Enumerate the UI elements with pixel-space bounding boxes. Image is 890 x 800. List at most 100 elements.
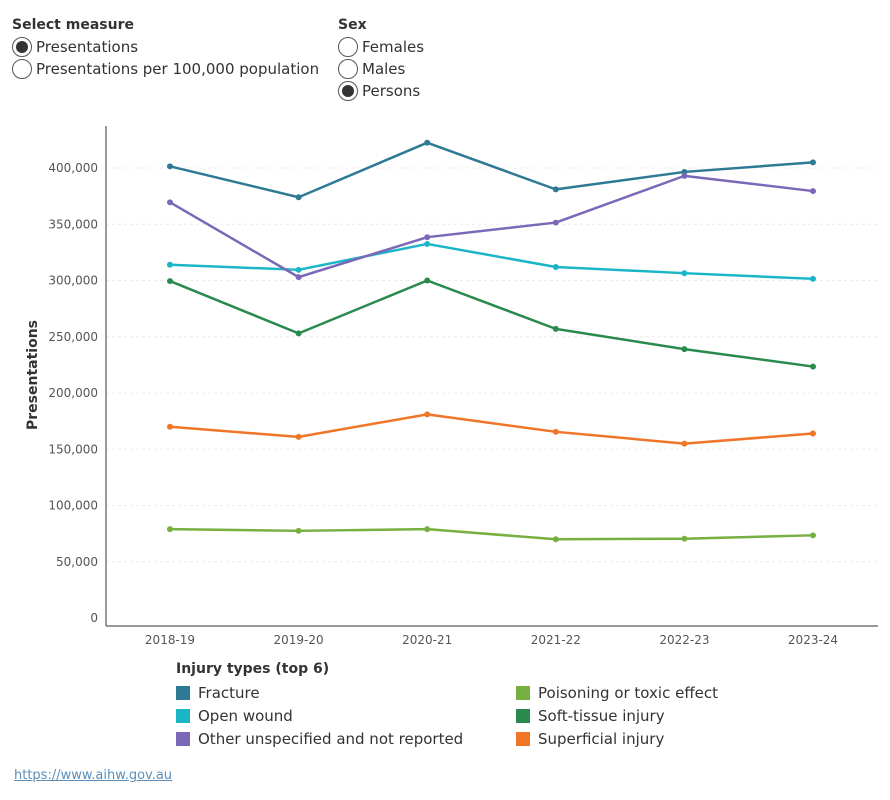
sex-option-label: Persons bbox=[362, 82, 421, 100]
data-point bbox=[810, 159, 816, 166]
series-line bbox=[169, 242, 814, 281]
data-point bbox=[295, 266, 302, 273]
data-point bbox=[295, 330, 302, 337]
legend-swatch bbox=[176, 685, 190, 700]
legend-label: Soft-tissue injury bbox=[538, 706, 665, 725]
legend-item-poisoning[interactable]: Poisoning or toxic effect bbox=[516, 681, 776, 704]
x-tick-label: 2021-22 bbox=[531, 633, 581, 647]
sex-selector-title: Sex bbox=[338, 17, 367, 33]
y-tick-label: 100,000 bbox=[48, 499, 98, 513]
data-point bbox=[295, 274, 302, 281]
radio-selected-icon[interactable] bbox=[12, 37, 32, 57]
series-line bbox=[169, 413, 814, 445]
measure-option-label: Presentations per 100,000 population bbox=[36, 60, 320, 78]
legend-grid: Fracture Poisoning or toxic effect Open … bbox=[176, 681, 776, 750]
data-point bbox=[167, 278, 173, 285]
data-point bbox=[810, 430, 816, 437]
data-point bbox=[167, 199, 173, 206]
measure-option-presentations[interactable]: Presentations bbox=[12, 36, 319, 58]
data-point bbox=[681, 440, 688, 447]
y-tick-label: 50,000 bbox=[56, 555, 98, 569]
y-tick-label: 0 bbox=[90, 611, 98, 625]
measure-option-rate[interactable]: Presentations per 100,000 population bbox=[12, 58, 319, 80]
x-tick-label: 2023-24 bbox=[788, 633, 838, 647]
legend-title: Injury types (top 6) bbox=[176, 661, 330, 677]
data-point bbox=[295, 527, 302, 534]
data-point bbox=[552, 264, 559, 270]
chart-legend: Injury types (top 6) Fracture Poisoning … bbox=[176, 657, 776, 750]
legend-swatch bbox=[516, 685, 530, 700]
sex-option-persons[interactable]: Persons bbox=[338, 80, 424, 102]
data-point bbox=[424, 277, 431, 284]
sex-option-males[interactable]: Males bbox=[338, 58, 424, 80]
radio-selected-icon[interactable] bbox=[338, 81, 358, 101]
series-line bbox=[169, 279, 814, 368]
sex-selector: Sex Females Males Persons bbox=[338, 14, 424, 102]
sex-option-females[interactable]: Females bbox=[338, 36, 424, 58]
series-line bbox=[169, 527, 814, 541]
legend-label: Open wound bbox=[198, 706, 293, 725]
legend-label: Fracture bbox=[198, 683, 260, 702]
y-tick-label: 250,000 bbox=[48, 330, 98, 344]
y-tick-label: 300,000 bbox=[48, 274, 98, 288]
data-point bbox=[552, 219, 559, 226]
measure-option-label: Presentations bbox=[36, 38, 139, 56]
data-point bbox=[295, 194, 302, 201]
data-point bbox=[167, 423, 173, 430]
legend-item-open-wound[interactable]: Open wound bbox=[176, 704, 516, 727]
legend-item-other-unspecified[interactable]: Other unspecified and not reported bbox=[176, 727, 516, 750]
data-point bbox=[167, 261, 173, 268]
data-point bbox=[681, 535, 688, 542]
legend-swatch bbox=[176, 731, 190, 746]
x-tick-label: 2019-20 bbox=[274, 633, 324, 647]
series-line bbox=[169, 141, 814, 199]
legend-item-fracture[interactable]: Fracture bbox=[176, 681, 516, 704]
data-point bbox=[810, 275, 816, 282]
y-tick-label: 150,000 bbox=[48, 442, 98, 456]
data-point bbox=[424, 234, 431, 241]
data-point bbox=[424, 526, 431, 533]
sex-option-label: Males bbox=[362, 60, 406, 78]
y-tick-label: 350,000 bbox=[48, 217, 98, 231]
measure-selector-title: Select measure bbox=[12, 17, 134, 33]
data-point bbox=[681, 270, 688, 277]
data-point bbox=[552, 325, 559, 332]
radio-unselected-icon[interactable] bbox=[338, 37, 358, 57]
data-point bbox=[167, 526, 173, 533]
radio-unselected-icon[interactable] bbox=[338, 59, 358, 79]
data-point bbox=[167, 163, 173, 170]
legend-label: Other unspecified and not reported bbox=[198, 729, 464, 748]
data-point bbox=[810, 188, 816, 195]
legend-swatch bbox=[516, 731, 530, 746]
legend-swatch bbox=[516, 708, 530, 723]
legend-label: Superficial injury bbox=[538, 729, 665, 748]
data-point bbox=[810, 532, 816, 539]
y-tick-label: 200,000 bbox=[48, 386, 98, 400]
data-point bbox=[424, 139, 431, 146]
data-point bbox=[424, 240, 431, 247]
data-point bbox=[681, 172, 688, 179]
legend-item-superficial[interactable]: Superficial injury bbox=[516, 727, 776, 750]
legend-swatch bbox=[176, 708, 190, 723]
x-tick-label: 2020-21 bbox=[402, 633, 452, 647]
data-point bbox=[552, 428, 559, 435]
x-tick-label: 2018-19 bbox=[145, 633, 195, 647]
data-point bbox=[810, 363, 816, 370]
measure-selector: Select measure Presentations Presentatio… bbox=[12, 14, 319, 80]
source-link[interactable]: https://www.aihw.gov.au bbox=[14, 768, 173, 783]
data-point bbox=[424, 411, 431, 418]
data-point bbox=[552, 536, 559, 543]
sex-option-label: Females bbox=[362, 38, 425, 56]
legend-item-soft-tissue[interactable]: Soft-tissue injury bbox=[516, 704, 776, 727]
data-point bbox=[681, 346, 688, 353]
radio-unselected-icon[interactable] bbox=[12, 59, 32, 79]
data-point bbox=[295, 433, 302, 440]
legend-label: Poisoning or toxic effect bbox=[538, 683, 719, 702]
y-tick-label: 400,000 bbox=[48, 161, 98, 175]
x-tick-label: 2022-23 bbox=[659, 633, 709, 647]
y-axis-title: Presentations bbox=[25, 320, 41, 430]
data-point bbox=[552, 186, 559, 193]
series-line bbox=[169, 174, 814, 279]
